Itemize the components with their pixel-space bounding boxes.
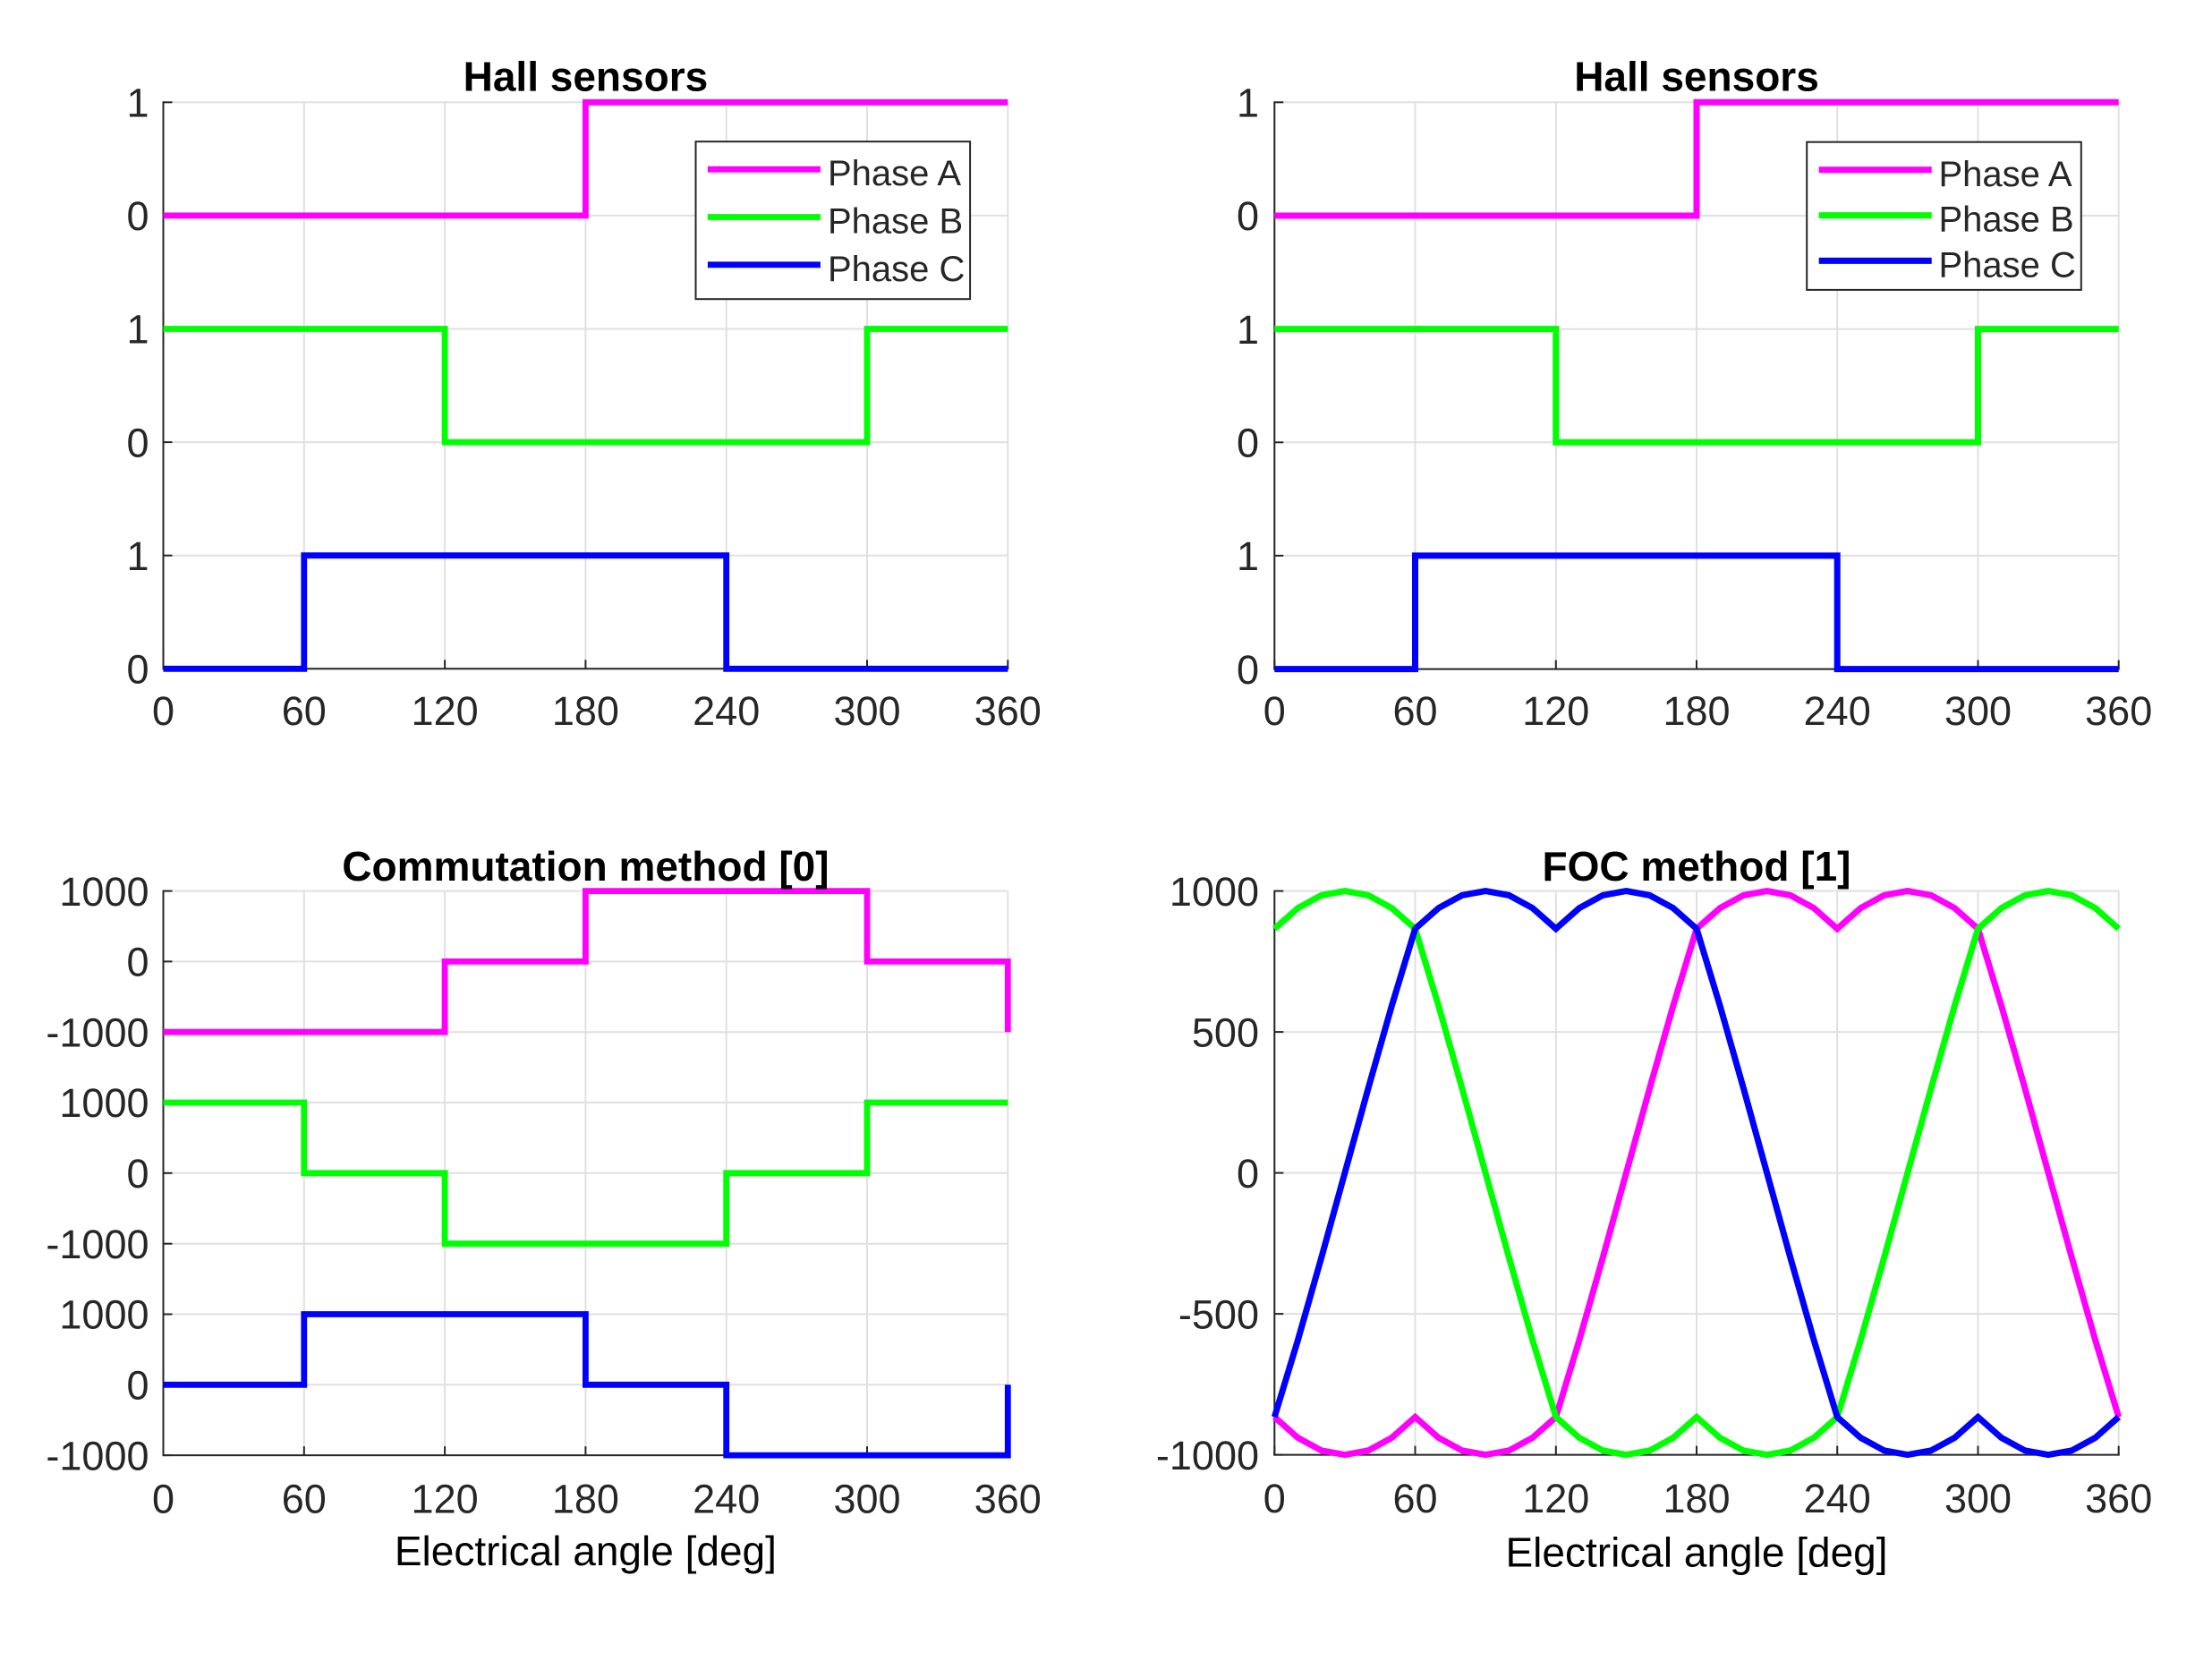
svg-text:Phase A: Phase A bbox=[1939, 155, 2072, 194]
svg-text:-1000: -1000 bbox=[46, 1222, 149, 1267]
svg-text:360: 360 bbox=[974, 1477, 1042, 1522]
svg-text:60: 60 bbox=[282, 1477, 327, 1522]
svg-text:Hall sensors: Hall sensors bbox=[1574, 54, 1819, 100]
svg-text:1: 1 bbox=[126, 533, 149, 579]
svg-text:0: 0 bbox=[1263, 688, 1286, 734]
svg-text:120: 120 bbox=[412, 688, 479, 734]
svg-text:FOC method [1]: FOC method [1] bbox=[1543, 843, 1851, 890]
svg-text:1: 1 bbox=[126, 307, 149, 353]
svg-text:240: 240 bbox=[1804, 688, 1871, 734]
svg-text:300: 300 bbox=[1944, 688, 2012, 734]
svg-text:1: 1 bbox=[1237, 533, 1259, 579]
svg-text:300: 300 bbox=[1944, 1476, 2012, 1521]
svg-text:-1000: -1000 bbox=[1156, 1433, 1259, 1478]
svg-text:0: 0 bbox=[152, 1477, 174, 1522]
svg-text:Phase B: Phase B bbox=[828, 202, 963, 242]
svg-text:Phase A: Phase A bbox=[828, 154, 961, 193]
svg-text:60: 60 bbox=[1392, 1476, 1437, 1521]
svg-text:Electrical angle [deg]: Electrical angle [deg] bbox=[395, 1528, 777, 1574]
svg-text:Phase B: Phase B bbox=[1939, 200, 2074, 240]
svg-text:0: 0 bbox=[1237, 421, 1259, 466]
svg-text:1: 1 bbox=[126, 81, 149, 126]
svg-text:360: 360 bbox=[974, 688, 1042, 734]
svg-text:180: 180 bbox=[552, 688, 619, 734]
svg-text:Phase C: Phase C bbox=[1939, 245, 2076, 285]
svg-text:360: 360 bbox=[2085, 1476, 2152, 1521]
svg-text:1: 1 bbox=[1237, 307, 1259, 353]
svg-text:0: 0 bbox=[1237, 193, 1259, 239]
svg-text:180: 180 bbox=[1663, 1476, 1730, 1521]
svg-text:1000: 1000 bbox=[59, 1292, 149, 1338]
svg-text:360: 360 bbox=[2085, 688, 2152, 734]
svg-text:Commutation method [0]: Commutation method [0] bbox=[342, 843, 829, 890]
svg-text:300: 300 bbox=[833, 688, 900, 734]
svg-text:0: 0 bbox=[126, 1363, 149, 1409]
svg-text:60: 60 bbox=[282, 688, 327, 734]
svg-text:Hall sensors: Hall sensors bbox=[464, 54, 709, 100]
svg-text:0: 0 bbox=[126, 940, 149, 985]
svg-text:Electrical angle [deg]: Electrical angle [deg] bbox=[1505, 1529, 1887, 1576]
svg-text:240: 240 bbox=[693, 1477, 760, 1522]
svg-text:Phase C: Phase C bbox=[828, 250, 965, 289]
svg-text:0: 0 bbox=[126, 420, 149, 465]
svg-text:300: 300 bbox=[833, 1477, 900, 1522]
svg-text:1000: 1000 bbox=[59, 869, 149, 915]
svg-text:240: 240 bbox=[1804, 1476, 1871, 1521]
svg-text:0: 0 bbox=[152, 688, 174, 734]
svg-text:500: 500 bbox=[1192, 1009, 1259, 1055]
svg-text:-1000: -1000 bbox=[46, 1009, 149, 1055]
svg-text:-500: -500 bbox=[1178, 1291, 1259, 1337]
svg-text:240: 240 bbox=[693, 688, 760, 734]
svg-text:1000: 1000 bbox=[1170, 869, 1259, 915]
svg-text:-1000: -1000 bbox=[46, 1433, 149, 1478]
svg-text:0: 0 bbox=[126, 1151, 149, 1197]
svg-text:0: 0 bbox=[126, 193, 149, 239]
svg-text:0: 0 bbox=[1237, 647, 1259, 693]
svg-text:0: 0 bbox=[1263, 1476, 1286, 1521]
svg-text:120: 120 bbox=[1522, 688, 1589, 734]
svg-text:0: 0 bbox=[126, 647, 149, 693]
svg-text:180: 180 bbox=[552, 1477, 619, 1522]
svg-text:180: 180 bbox=[1663, 688, 1730, 734]
svg-text:1: 1 bbox=[1237, 81, 1259, 126]
svg-text:0: 0 bbox=[1237, 1151, 1259, 1197]
svg-text:60: 60 bbox=[1392, 688, 1437, 734]
svg-text:120: 120 bbox=[1522, 1476, 1589, 1521]
svg-text:1000: 1000 bbox=[59, 1080, 149, 1126]
svg-text:120: 120 bbox=[412, 1477, 479, 1522]
